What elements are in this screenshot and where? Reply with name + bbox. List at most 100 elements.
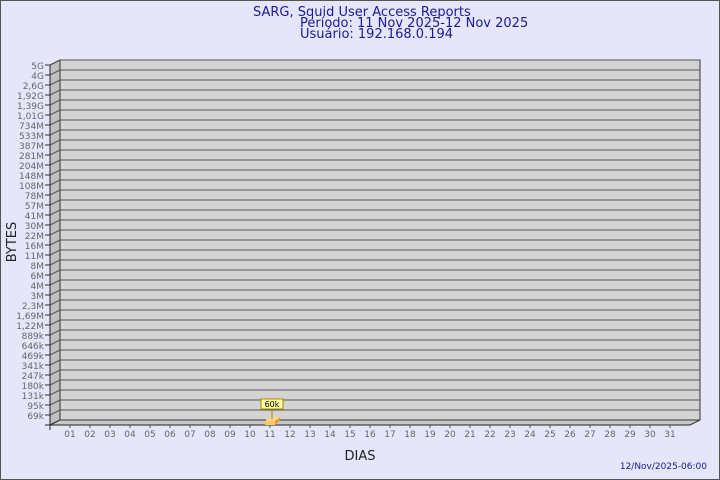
y-tick-label: 533M — [19, 132, 44, 142]
grid-diagonal — [49, 339, 61, 346]
y-tick-label: 16M — [25, 242, 44, 252]
y-tick-label: 387M — [19, 142, 44, 152]
x-tick-label: 17 — [384, 430, 395, 440]
grid-diagonal — [49, 289, 61, 296]
grid-diagonal — [49, 189, 61, 196]
x-tick-label: 18 — [404, 430, 416, 440]
chart-user: Usuário: 192.168.0.194 — [300, 27, 453, 42]
grid-diagonal — [49, 379, 61, 386]
y-tick-label: 1,92G — [17, 92, 44, 102]
x-tick-label: 25 — [544, 430, 555, 440]
grid-diagonal — [49, 139, 61, 146]
x-tick-label: 06 — [164, 430, 176, 440]
x-tick-label: 07 — [184, 430, 195, 440]
y-tick-label: 148M — [19, 172, 44, 182]
grid-diagonal — [49, 319, 61, 326]
x-tick-label: 30 — [644, 430, 656, 440]
y-tick-label: 131k — [22, 392, 45, 402]
y-tick-label: 889k — [22, 332, 45, 342]
y-tick-label: 11M — [25, 252, 44, 262]
chart-period: Período: 11 Nov 2025-12 Nov 2025 — [300, 16, 528, 31]
grid-diagonal — [49, 89, 61, 96]
grid-diagonal — [49, 149, 61, 156]
grid-diagonal — [49, 99, 61, 106]
grid-diagonal — [49, 119, 61, 126]
grid-diagonal — [49, 329, 61, 336]
y-tick-label: 3M — [31, 292, 45, 302]
y-tick-label: 30M — [25, 222, 44, 232]
grid-diagonal — [49, 399, 61, 406]
y-tick-label: 4M — [31, 282, 45, 292]
grid-diagonal — [49, 69, 61, 76]
x-tick-label: 22 — [484, 430, 495, 440]
grid-diagonal — [49, 179, 61, 186]
grid-diagonal — [49, 359, 61, 366]
x-tick-label: 09 — [224, 430, 236, 440]
y-tick-label: 2,6G — [23, 82, 44, 92]
data-label: 60k — [265, 400, 280, 409]
y-tick-label: 1,39G — [17, 102, 44, 112]
grid-diagonal — [49, 229, 61, 236]
grid-diagonal — [49, 259, 61, 266]
x-tick-label: 20 — [444, 430, 456, 440]
floor — [49, 419, 701, 426]
chart-title: SARG, Squid User Access Reports — [253, 5, 471, 20]
bar-side — [275, 417, 280, 425]
y-tick-label: 1,01G — [17, 112, 44, 122]
bar — [265, 421, 275, 425]
x-tick-label: 11 — [264, 430, 275, 440]
x-tick-label: 29 — [624, 430, 636, 440]
y-tick-label: 95k — [27, 402, 44, 412]
y-tick-label: 6M — [31, 272, 45, 282]
y-tick-label: 22M — [25, 232, 44, 242]
x-axis-label: DIAS — [345, 449, 376, 464]
grid-diagonal — [49, 209, 61, 216]
grid-diagonal — [49, 269, 61, 276]
y-tick-label: 2,3M — [22, 302, 44, 312]
x-tick-label: 19 — [424, 430, 436, 440]
grid-diagonal — [49, 239, 61, 246]
y-tick-label: 5G — [31, 62, 44, 72]
x-tick-label: 31 — [664, 430, 675, 440]
x-tick-label: 14 — [324, 430, 336, 440]
x-tick-label: 28 — [604, 430, 616, 440]
grid-diagonal — [49, 249, 61, 256]
x-tick-label: 03 — [104, 430, 115, 440]
x-tick-label: 12 — [284, 430, 295, 440]
y-tick-label: 8M — [31, 262, 45, 272]
x-tick-label: 24 — [524, 430, 536, 440]
data-label-box — [260, 398, 284, 410]
grid-diagonal — [49, 309, 61, 316]
x-tick-label: 23 — [504, 430, 515, 440]
y-tick-label: 646k — [22, 342, 45, 352]
grid-diagonal — [49, 299, 61, 306]
y-tick-label: 734M — [19, 122, 44, 132]
y-tick-label: 341k — [22, 362, 45, 372]
x-tick-label: 26 — [564, 430, 576, 440]
grid-diagonal — [49, 59, 61, 66]
y-tick-label: 57M — [25, 202, 44, 212]
y-tick-label: 1,22M — [16, 322, 44, 332]
y-tick-label: 4G — [31, 72, 44, 82]
grid-diagonal — [49, 109, 61, 116]
footer-timestamp: 12/Nov/2025-06:00 — [620, 462, 707, 472]
x-tick-label: 04 — [124, 430, 136, 440]
grid-diagonal — [49, 169, 61, 176]
x-tick-label: 16 — [364, 430, 376, 440]
grid-diagonal — [49, 279, 61, 286]
grid-diagonal — [49, 129, 61, 136]
grid-diagonal — [49, 409, 61, 416]
x-tick-label: 05 — [144, 430, 155, 440]
x-tick-label: 02 — [84, 430, 95, 440]
x-tick-label: 01 — [64, 430, 75, 440]
y-tick-label: 180k — [22, 382, 45, 392]
x-tick-label: 27 — [584, 430, 595, 440]
y-tick-label: 41M — [25, 212, 44, 222]
y-tick-label: 281M — [19, 152, 44, 162]
x-tick-label: 15 — [344, 430, 355, 440]
y-tick-label: 247k — [22, 372, 45, 382]
y-tick-label: 469k — [22, 352, 45, 362]
y-axis-label: BYTES — [5, 222, 20, 263]
x-tick-label: 21 — [464, 430, 475, 440]
